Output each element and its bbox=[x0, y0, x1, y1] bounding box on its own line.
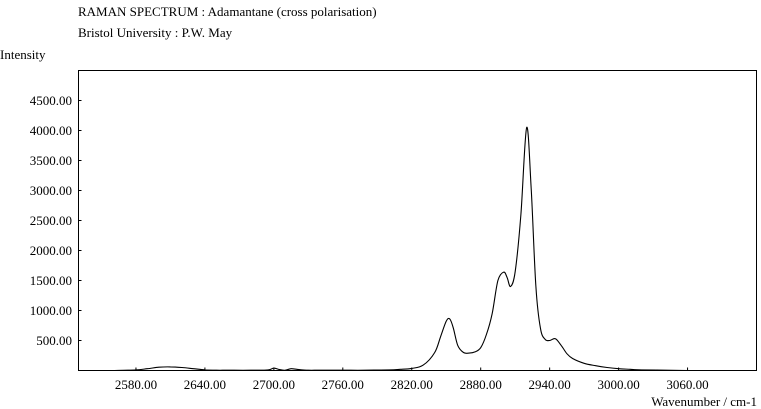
plot-frame bbox=[78, 70, 757, 371]
x-tick-label: 2700.00 bbox=[253, 377, 295, 392]
y-tick-label: 2500.00 bbox=[30, 213, 72, 228]
y-tick-label: 4500.00 bbox=[30, 93, 72, 108]
y-tick-label: 4000.00 bbox=[30, 123, 72, 138]
x-axis-label: Wavenumber / cm-1 bbox=[651, 394, 757, 409]
y-axis-label: Intensity bbox=[0, 47, 46, 62]
x-tick-label: 2940.00 bbox=[529, 377, 571, 392]
y-tick-label: 2000.00 bbox=[30, 243, 72, 258]
x-tick-label: 3060.00 bbox=[666, 377, 708, 392]
y-tick-label: 1500.00 bbox=[30, 273, 72, 288]
y-tick-label: 500.00 bbox=[36, 333, 72, 348]
x-tick-label: 2820.00 bbox=[391, 377, 433, 392]
x-tick-label: 2760.00 bbox=[322, 377, 364, 392]
y-axis-ticks: 500.00 1000.00 1500.00 2000.00 2500.00 3000.0… bbox=[30, 93, 82, 348]
x-tick-label: 3000.00 bbox=[597, 377, 639, 392]
chart-title: RAMAN SPECTRUM : Adamantane (cross polar… bbox=[78, 4, 377, 19]
y-tick-label: 3000.00 bbox=[30, 183, 72, 198]
y-tick-label: 1000.00 bbox=[30, 303, 72, 318]
x-tick-label: 2580.00 bbox=[115, 377, 157, 392]
chart-subtitle: Bristol University : P.W. May bbox=[78, 25, 233, 40]
y-tick-label: 3500.00 bbox=[30, 153, 72, 168]
x-tick-label: 2880.00 bbox=[460, 377, 502, 392]
x-tick-label: 2640.00 bbox=[184, 377, 226, 392]
spectrum-line bbox=[112, 126, 734, 372]
x-axis-ticks: 2580.00 2640.00 2700.00 2760.00 2820.00 2880.… bbox=[115, 367, 709, 392]
